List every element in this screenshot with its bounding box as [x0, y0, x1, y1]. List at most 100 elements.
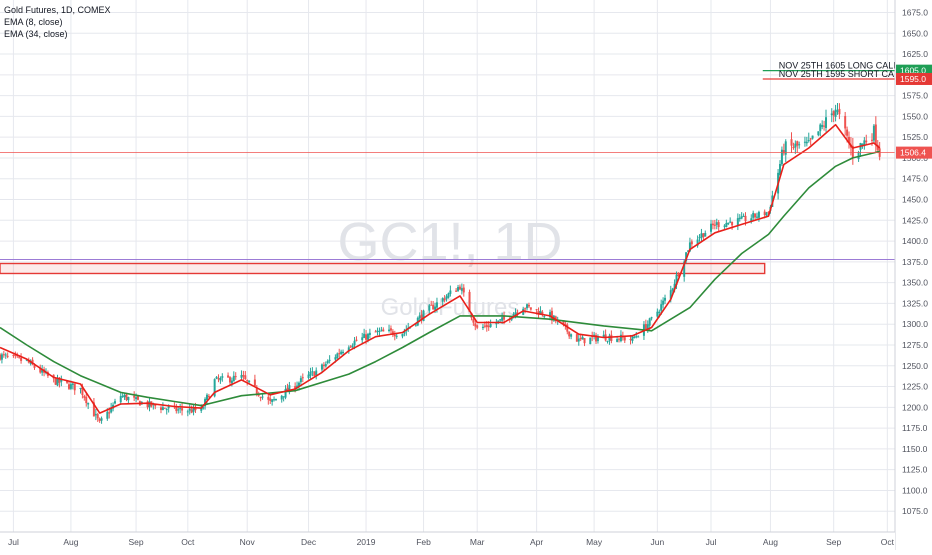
candle-body	[253, 379, 256, 386]
candle-body	[543, 316, 546, 318]
candle-body	[12, 354, 15, 356]
time-tick-label: Jul	[706, 537, 717, 547]
price-tick-label: 1175.0	[902, 423, 928, 433]
ema-8-line	[0, 123, 881, 414]
candle-body	[121, 395, 124, 397]
candle-body	[725, 222, 728, 228]
watermark-name: Gold Futures	[381, 294, 520, 321]
price-label-2: 1506.4	[900, 148, 926, 158]
candle-body	[458, 286, 461, 290]
candle-body	[696, 239, 699, 246]
candle-body	[286, 387, 289, 392]
candle-body	[125, 394, 128, 401]
candle-body	[468, 291, 471, 312]
candle-body	[821, 124, 824, 127]
candle-body	[342, 351, 345, 354]
candle-body	[495, 322, 498, 325]
candle-body	[190, 409, 193, 413]
candle-body	[108, 412, 111, 414]
candle-body	[872, 125, 875, 141]
candle-body	[179, 408, 182, 410]
candle-body	[240, 374, 243, 378]
candle-body	[596, 337, 599, 342]
candle-body	[483, 325, 486, 327]
candle-body	[274, 398, 277, 401]
candle-body	[579, 337, 582, 340]
candle-body	[445, 296, 448, 299]
candle-body	[351, 345, 354, 348]
price-tick-label: 1425.0	[902, 215, 928, 225]
candle-body	[715, 222, 718, 225]
legend-ema-34: EMA (34, close)	[4, 29, 68, 39]
candle-body	[526, 304, 529, 309]
candle-body	[202, 407, 205, 409]
price-tick-label: 1650.0	[902, 28, 928, 38]
candle-body	[633, 336, 636, 338]
ema-34-line	[0, 150, 880, 407]
candle-body	[244, 375, 247, 380]
candle-body	[60, 380, 63, 382]
candle-body	[363, 333, 366, 338]
candle-body	[135, 397, 138, 400]
price-axis-bg	[895, 0, 932, 550]
candle-body	[261, 396, 264, 398]
candle-body	[631, 336, 634, 341]
candle-body	[629, 339, 632, 341]
candle-body	[702, 233, 705, 238]
candle-body	[874, 124, 877, 145]
candle-body	[267, 396, 270, 400]
candle-body	[834, 109, 837, 117]
candle-body	[685, 252, 688, 262]
candle-body	[288, 385, 291, 393]
candle-body	[539, 310, 542, 315]
candle-body	[836, 110, 839, 112]
candle-body	[340, 351, 343, 355]
time-tick-label: May	[586, 537, 603, 547]
candle-body	[324, 363, 327, 367]
candle-body	[353, 340, 356, 346]
candle-body	[242, 375, 245, 377]
price-tick-label: 1125.0	[902, 465, 928, 475]
price-tick-label: 1350.0	[902, 278, 928, 288]
candle-body	[388, 329, 391, 332]
candle-body	[857, 151, 860, 160]
price-tick-label: 1400.0	[902, 236, 928, 246]
candle-body	[165, 409, 168, 411]
candle-body	[328, 359, 331, 361]
candle-body	[313, 371, 316, 377]
candle-body	[349, 346, 352, 348]
candle-body	[296, 385, 299, 388]
candle-body	[704, 232, 707, 237]
candle-body	[221, 376, 224, 378]
candle-body	[817, 131, 820, 136]
candle-body	[338, 353, 341, 355]
time-tick-label: Sep	[826, 537, 841, 547]
candle-body	[368, 332, 371, 335]
candle-body	[683, 261, 686, 277]
candle-body	[570, 334, 573, 337]
candle-body	[711, 223, 714, 226]
candle-body	[347, 347, 350, 352]
candle-body	[207, 395, 210, 398]
candle-body	[219, 377, 222, 381]
time-tick-label: Aug	[63, 537, 78, 547]
candle-body	[81, 386, 84, 396]
candle-body	[326, 360, 329, 364]
price-tick-label: 1625.0	[902, 49, 928, 59]
candle-body	[255, 387, 258, 394]
candle-body	[98, 418, 101, 421]
candle-body	[807, 140, 810, 142]
candle-body	[449, 290, 452, 294]
time-tick-label: Apr	[530, 537, 543, 547]
candle-body	[529, 307, 532, 310]
candle-body	[188, 408, 191, 411]
candle-body	[441, 298, 444, 302]
time-tick-label: Jun	[650, 537, 664, 547]
candle-body	[194, 407, 197, 411]
candle-body	[623, 337, 626, 341]
candle-body	[485, 324, 488, 328]
candle-body	[418, 315, 421, 319]
price-tick-label: 1225.0	[902, 382, 928, 392]
